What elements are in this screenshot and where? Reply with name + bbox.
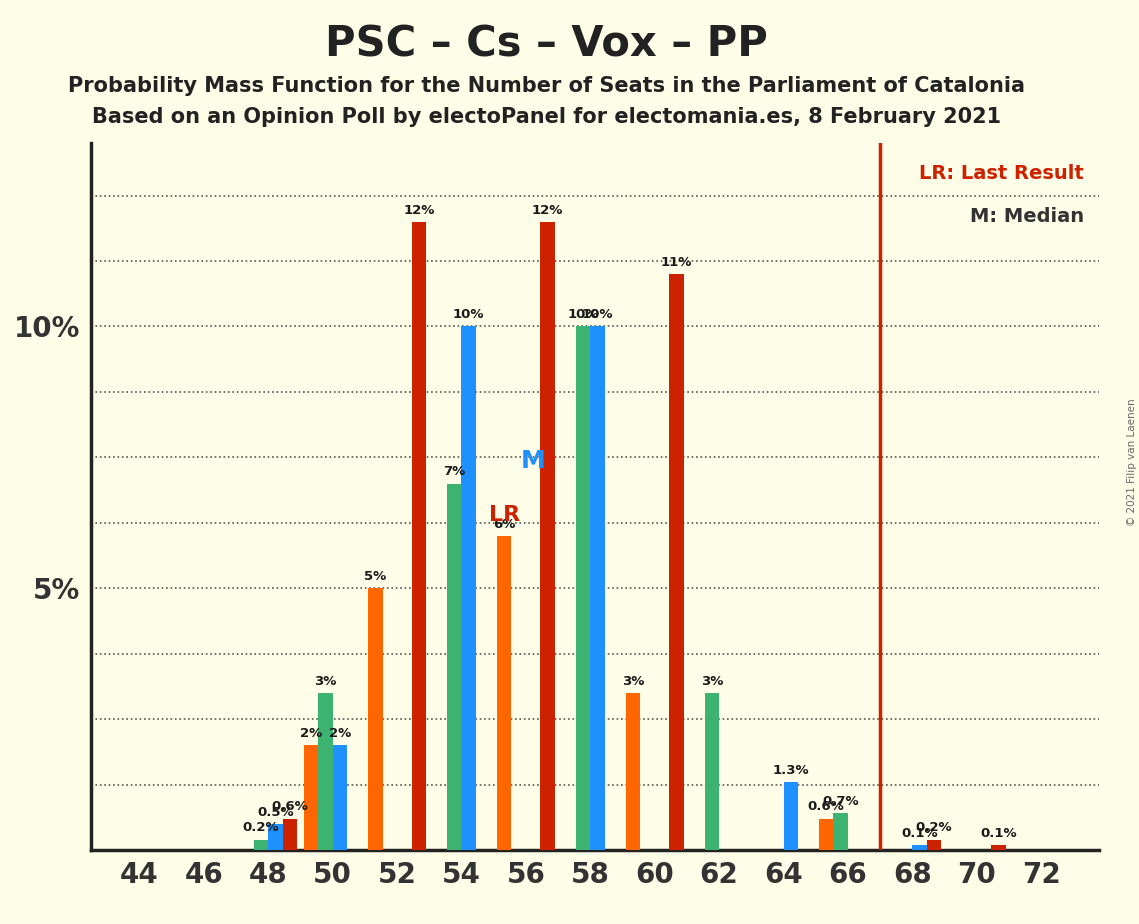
Text: 7%: 7%: [443, 466, 466, 479]
Bar: [282, 819, 297, 850]
Text: 2%: 2%: [300, 727, 322, 740]
Text: 0.2%: 0.2%: [243, 821, 279, 834]
Text: 1.3%: 1.3%: [772, 764, 809, 777]
Text: 0.6%: 0.6%: [808, 800, 845, 813]
Bar: [784, 782, 798, 850]
Bar: [304, 746, 318, 850]
Text: 10%: 10%: [453, 309, 484, 322]
Text: M: Median: M: Median: [970, 207, 1084, 225]
Text: LR: LR: [489, 505, 519, 526]
Bar: [461, 326, 476, 850]
Text: 0.1%: 0.1%: [901, 827, 937, 840]
Bar: [590, 326, 605, 850]
Bar: [254, 840, 269, 850]
Text: 0.5%: 0.5%: [257, 806, 294, 819]
Bar: [318, 693, 333, 850]
Text: Based on an Opinion Poll by electoPanel for electomania.es, 8 February 2021: Based on an Opinion Poll by electoPanel …: [92, 107, 1001, 128]
Text: 3%: 3%: [700, 675, 723, 687]
Text: LR: Last Result: LR: Last Result: [919, 164, 1084, 184]
Text: 6%: 6%: [493, 517, 515, 530]
Text: 3%: 3%: [622, 675, 645, 687]
Bar: [912, 845, 927, 850]
Text: 0.1%: 0.1%: [981, 827, 1017, 840]
Text: 10%: 10%: [567, 309, 599, 322]
Text: 12%: 12%: [532, 203, 564, 216]
Bar: [705, 693, 719, 850]
Bar: [411, 222, 426, 850]
Text: 12%: 12%: [403, 203, 434, 216]
Text: 5%: 5%: [364, 570, 386, 583]
Bar: [333, 746, 347, 850]
Text: M: M: [521, 449, 546, 473]
Bar: [269, 824, 282, 850]
Text: 10%: 10%: [582, 309, 613, 322]
Bar: [497, 536, 511, 850]
Bar: [927, 840, 941, 850]
Bar: [540, 222, 555, 850]
Text: Probability Mass Function for the Number of Seats in the Parliament of Catalonia: Probability Mass Function for the Number…: [68, 76, 1025, 96]
Bar: [446, 483, 461, 850]
Bar: [670, 274, 683, 850]
Text: 0.6%: 0.6%: [271, 800, 309, 813]
Text: 2%: 2%: [329, 727, 351, 740]
Text: PSC – Cs – Vox – PP: PSC – Cs – Vox – PP: [326, 23, 768, 65]
Text: © 2021 Filip van Laenen: © 2021 Filip van Laenen: [1126, 398, 1137, 526]
Bar: [368, 589, 383, 850]
Bar: [991, 845, 1006, 850]
Text: 0.7%: 0.7%: [822, 796, 859, 808]
Text: 11%: 11%: [661, 256, 693, 269]
Bar: [834, 813, 847, 850]
Bar: [819, 819, 834, 850]
Bar: [576, 326, 590, 850]
Bar: [625, 693, 640, 850]
Text: 3%: 3%: [314, 675, 337, 687]
Text: 0.2%: 0.2%: [916, 821, 952, 834]
